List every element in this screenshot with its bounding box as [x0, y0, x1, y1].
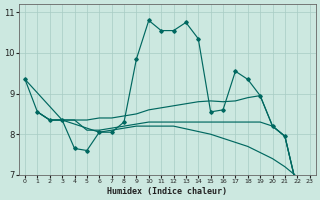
- X-axis label: Humidex (Indice chaleur): Humidex (Indice chaleur): [107, 187, 227, 196]
